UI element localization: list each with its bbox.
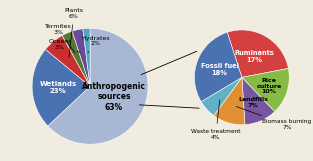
Wedge shape: [242, 68, 289, 112]
Text: Rice
culture
10%: Rice culture 10%: [256, 78, 282, 94]
Wedge shape: [45, 36, 90, 86]
Text: Landfills
7%: Landfills 7%: [238, 97, 268, 108]
Wedge shape: [83, 28, 90, 86]
Text: Hydrates
2%: Hydrates 2%: [82, 36, 110, 53]
Text: Oceans
3%: Oceans 3%: [48, 39, 80, 52]
Wedge shape: [227, 30, 289, 77]
Text: Ruminants
17%: Ruminants 17%: [234, 50, 274, 63]
Text: Wetlands
23%: Wetlands 23%: [39, 81, 77, 94]
Text: Biomass burning
7%: Biomass burning 7%: [236, 107, 311, 130]
Wedge shape: [242, 77, 275, 125]
Wedge shape: [201, 77, 242, 116]
Text: Fossil fuel
18%: Fossil fuel 18%: [201, 62, 239, 76]
Wedge shape: [214, 77, 245, 125]
Wedge shape: [32, 49, 90, 126]
Wedge shape: [194, 32, 242, 102]
Text: Waste treatment
4%: Waste treatment 4%: [191, 100, 240, 140]
Text: Termites
3%: Termites 3%: [45, 24, 75, 53]
Text: Plants
6%: Plants 6%: [64, 8, 83, 58]
Wedge shape: [62, 31, 90, 86]
Text: Anthropogenic
sources
63%: Anthropogenic sources 63%: [82, 82, 146, 112]
Wedge shape: [48, 28, 148, 144]
Wedge shape: [72, 29, 90, 86]
